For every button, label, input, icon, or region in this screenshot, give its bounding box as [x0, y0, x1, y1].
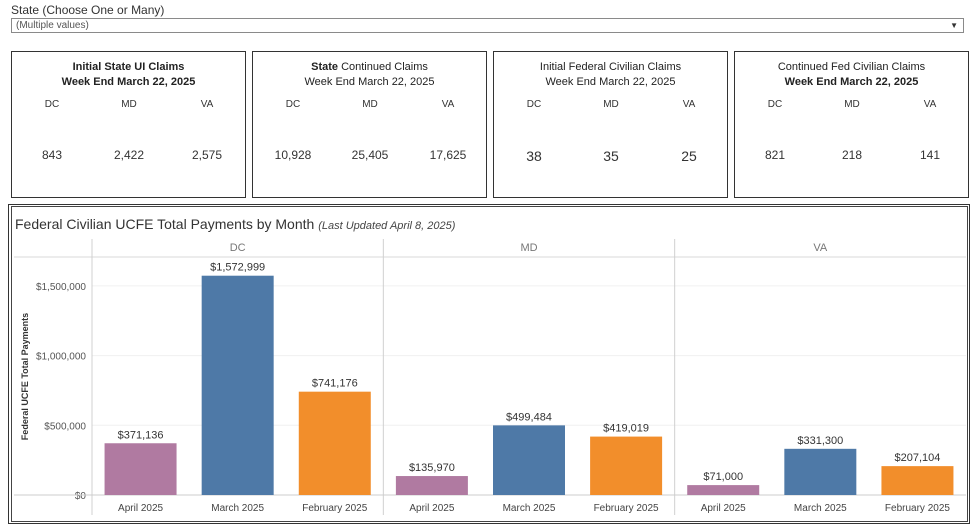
kpi-card-2: State Continued Claims Week End March 22,…: [252, 51, 487, 198]
kpi-value: 218: [841, 148, 863, 162]
y-axis-label: Federal UCFE Total Payments: [20, 313, 30, 440]
chevron-down-icon[interactable]: ▼: [950, 21, 958, 30]
kpi-card-4: Continued Fed Civilian Claims Week End Ma…: [734, 51, 969, 198]
kpi-state-label: MD: [121, 99, 137, 110]
kpi-value: 38: [526, 148, 542, 164]
panel-header-dc: DC: [230, 242, 246, 254]
kpi-value: 25: [681, 148, 697, 164]
kpi-card-title-bold: State: [311, 61, 339, 73]
kpi-state-label: MD: [844, 99, 860, 110]
kpi-card-subtitle: Week End March 22, 2025: [545, 76, 676, 88]
kpi-value: 17,625: [429, 148, 467, 162]
kpi-card-title: State Continued Claims Week End March 22,…: [253, 60, 486, 90]
chart-title: Federal Civilian UCFE Total Payments by …: [15, 216, 455, 232]
bar-data-label: $331,300: [797, 435, 843, 447]
x-tick-label: February 2025: [594, 503, 659, 514]
bar-va-2: [784, 448, 857, 495]
kpi-card-subtitle: Week End March 22, 2025: [304, 76, 435, 88]
chart-inner-frame: [11, 206, 968, 522]
bar-data-label: $1,572,999: [210, 262, 265, 274]
kpi-state-label: DC: [526, 99, 542, 110]
state-filter-value: (Multiple values): [16, 20, 89, 31]
bar-dc-3: [298, 391, 371, 495]
kpi-value: 10,928: [274, 148, 312, 162]
kpi-card-1: Initial State UI Claims Week End March 22…: [11, 51, 246, 198]
kpi-state-label: VA: [200, 99, 214, 110]
kpi-card-title-text: Continued Claims: [338, 61, 428, 73]
chart-outer-frame: [8, 204, 970, 524]
bar-data-label: $419,019: [603, 423, 649, 435]
kpi-state-label: VA: [923, 99, 937, 110]
y-tick-label: $1,000,000: [36, 352, 86, 363]
kpi-state-label: VA: [682, 99, 696, 110]
kpi-state-label: DC: [767, 99, 783, 110]
kpi-card-title: Continued Fed Civilian Claims Week End Ma…: [735, 60, 968, 90]
kpi-state-label: VA: [441, 99, 455, 110]
kpi-card-3: Initial Federal Civilian Claims Week End …: [493, 51, 728, 198]
bar-md-1: [395, 476, 468, 495]
state-filter-label: State (Choose One or Many): [11, 3, 165, 17]
x-tick-label: March 2025: [211, 503, 264, 514]
state-filter-dropdown[interactable]: (Multiple values) ▼: [11, 18, 964, 33]
kpi-state-label: DC: [44, 99, 60, 110]
chart-title-main: Federal Civilian UCFE Total Payments by …: [15, 216, 315, 232]
y-tick-label: $1,500,000: [36, 282, 86, 293]
kpi-value: 843: [41, 148, 63, 162]
bar-data-label: $207,104: [894, 452, 940, 464]
kpi-card-title-text: Continued Fed Civilian Claims: [777, 61, 926, 73]
bar-va-1: [687, 485, 760, 495]
kpi-card-title-text: Initial Federal Civilian Claims: [539, 61, 682, 73]
bar-md-2: [493, 425, 565, 495]
bar-md-3: [590, 436, 663, 495]
kpi-state-label: DC: [285, 99, 301, 110]
bar-dc-1: [104, 443, 177, 495]
bar-data-label: $499,484: [506, 411, 552, 423]
x-tick-label: April 2025: [409, 503, 454, 514]
kpi-value: 35: [603, 148, 619, 164]
y-tick-label: $500,000: [44, 421, 86, 432]
kpi-value: 2,422: [113, 148, 145, 162]
kpi-state-label: MD: [603, 99, 619, 110]
x-tick-label: April 2025: [118, 503, 163, 514]
bar-data-label: $371,136: [118, 429, 164, 441]
bar-dc-2: [201, 275, 274, 495]
x-tick-label: April 2025: [701, 503, 746, 514]
kpi-value: 821: [764, 148, 786, 162]
bar-va-3: [881, 466, 954, 495]
panel-header-md: MD: [520, 242, 537, 254]
y-tick-label: $0: [75, 491, 87, 502]
bar-data-label: $135,970: [409, 462, 455, 474]
kpi-value: 25,405: [351, 148, 389, 162]
kpi-card-title: Initial Federal Civilian Claims Week End …: [494, 60, 727, 90]
kpi-card-title-bold: Initial State UI Claims: [72, 61, 185, 73]
kpi-card-subtitle: Week End March 22, 2025: [61, 76, 196, 88]
bar-data-label: $741,176: [312, 378, 358, 390]
kpi-card-subtitle: Week End March 22, 2025: [784, 76, 919, 88]
kpi-card-title: Initial State UI Claims Week End March 22…: [12, 60, 245, 90]
kpi-value: 141: [919, 148, 941, 162]
kpi-value: 2,575: [191, 148, 223, 162]
x-tick-label: February 2025: [302, 503, 367, 514]
x-tick-label: March 2025: [794, 503, 847, 514]
bar-data-label: $71,000: [703, 471, 743, 483]
chart-title-note: (Last Updated April 8, 2025): [318, 220, 456, 232]
panel-header-va: VA: [813, 242, 828, 254]
x-tick-label: February 2025: [885, 503, 950, 514]
kpi-state-label: MD: [362, 99, 378, 110]
x-tick-label: March 2025: [503, 503, 556, 514]
